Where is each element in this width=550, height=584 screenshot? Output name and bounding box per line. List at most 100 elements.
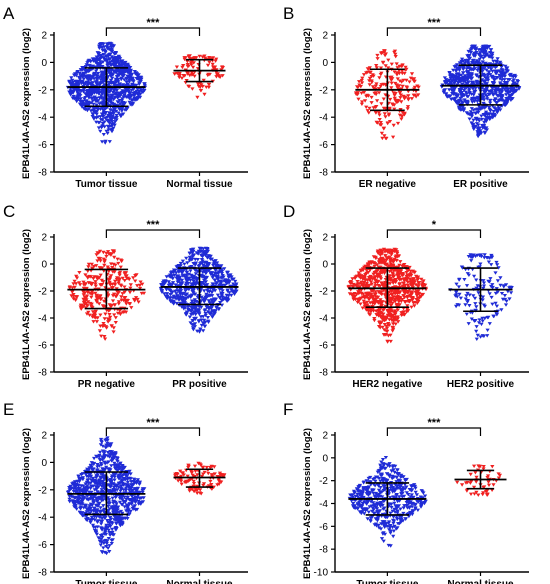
data-point (211, 310, 216, 315)
data-point (473, 89, 478, 94)
data-point (180, 259, 185, 263)
data-point (389, 251, 395, 255)
data-point (106, 320, 111, 324)
data-point (119, 484, 124, 488)
data-point (106, 252, 112, 256)
data-point (492, 78, 497, 82)
data-point (482, 88, 487, 92)
data-point (184, 79, 189, 83)
data-point (104, 42, 109, 46)
data-point (203, 253, 208, 258)
data-point (193, 272, 198, 276)
data-point (204, 305, 209, 310)
data-point (205, 289, 210, 294)
y-tick-label: 0 (41, 260, 47, 271)
data-point (111, 501, 116, 506)
data-point (80, 511, 85, 515)
significance-bracket (386, 229, 482, 238)
data-point (479, 117, 484, 122)
data-point (397, 275, 402, 279)
data-point (109, 97, 114, 102)
data-point (96, 126, 101, 130)
data-point (395, 66, 400, 70)
data-point (412, 85, 417, 90)
data-point (215, 72, 220, 76)
data-point (102, 335, 107, 339)
data-point (89, 478, 94, 482)
data-point (215, 275, 220, 280)
data-point (72, 279, 77, 284)
data-point (102, 299, 107, 304)
data-point (100, 516, 105, 521)
data-point (383, 248, 389, 252)
data-point (465, 70, 471, 75)
data-point (374, 105, 379, 109)
data-point (117, 277, 122, 282)
data-point (459, 100, 464, 104)
data-point (477, 321, 482, 325)
data-point (461, 67, 466, 71)
data-point (402, 71, 407, 76)
data-point (398, 90, 403, 95)
data-point (99, 283, 104, 287)
data-point (98, 324, 103, 328)
data-point (393, 312, 398, 317)
data-point (107, 111, 112, 115)
data-point (395, 121, 401, 126)
data-point (106, 90, 111, 94)
data-point (128, 472, 133, 476)
data-point (98, 443, 103, 447)
data-point (117, 497, 123, 501)
data-point (476, 60, 481, 64)
x-tick-label: PR positive (172, 379, 227, 390)
data-point (464, 90, 469, 94)
data-point (101, 541, 106, 546)
data-point (134, 296, 139, 300)
data-point (106, 54, 111, 58)
data-point (75, 295, 80, 299)
data-point (505, 78, 511, 82)
data-point (383, 318, 388, 322)
data-point (206, 82, 211, 87)
data-point (122, 482, 128, 486)
data-point (487, 117, 492, 122)
data-point (113, 316, 118, 320)
data-point (100, 550, 105, 555)
data-point (493, 90, 498, 94)
significance-bracket (105, 229, 201, 238)
data-point (372, 264, 377, 269)
data-point (86, 107, 91, 111)
data-point (493, 114, 498, 118)
data-point (96, 276, 101, 280)
data-point (207, 268, 212, 272)
data-point (412, 270, 417, 275)
data-point (94, 76, 99, 81)
data-point (385, 340, 390, 344)
data-point (190, 319, 195, 323)
data-point (94, 485, 99, 490)
data-point (448, 81, 453, 85)
data-point (488, 98, 493, 103)
data-point (122, 78, 127, 82)
data-point (203, 56, 208, 60)
data-point (398, 260, 403, 264)
data-point (88, 75, 93, 79)
data-point (127, 512, 132, 517)
data-point (188, 321, 193, 325)
data-point (114, 521, 119, 525)
data-point (193, 312, 198, 317)
data-point (93, 282, 98, 286)
data-point (115, 68, 120, 72)
data-point (474, 118, 479, 122)
data-point (481, 113, 486, 117)
data-point (181, 291, 186, 296)
data-point (122, 477, 127, 481)
data-point (102, 45, 107, 49)
data-point (387, 282, 393, 286)
y-axis-label: EPB41L4A-AS2 expression (log2) (302, 28, 313, 179)
data-point (93, 284, 98, 288)
data-point (80, 68, 85, 72)
data-point (109, 274, 114, 278)
data-point (189, 265, 194, 269)
data-point (202, 325, 207, 329)
